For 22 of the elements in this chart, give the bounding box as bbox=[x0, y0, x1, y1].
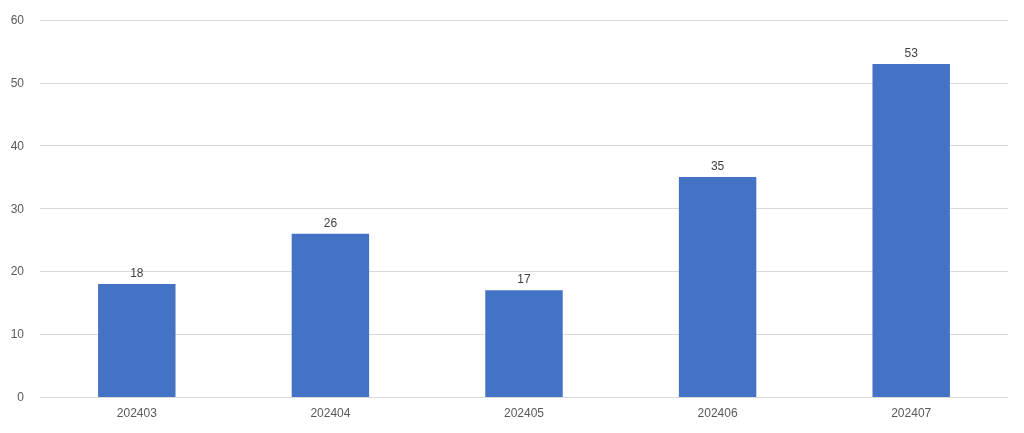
y-tick-label: 50 bbox=[10, 75, 25, 90]
y-tick-label: 30 bbox=[10, 201, 25, 216]
data-label: 18 bbox=[130, 265, 144, 280]
y-tick-label: 0 bbox=[17, 390, 25, 404]
data-label: 26 bbox=[323, 215, 338, 230]
x-tick-label: 202404 bbox=[310, 406, 351, 420]
x-tick-label: 202407 bbox=[891, 406, 932, 420]
bar bbox=[291, 233, 370, 397]
y-tick-label: 10 bbox=[10, 327, 25, 342]
bar bbox=[485, 290, 563, 397]
data-label: 35 bbox=[710, 159, 725, 174]
bar bbox=[678, 177, 757, 397]
data-label: 53 bbox=[904, 45, 919, 60]
data-label: 17 bbox=[517, 272, 531, 287]
y-tick-label: 40 bbox=[10, 138, 25, 153]
bar bbox=[872, 63, 950, 397]
bar bbox=[98, 283, 176, 397]
y-tick-label: 20 bbox=[10, 264, 25, 279]
x-tick-label: 202406 bbox=[697, 406, 738, 420]
x-tick-label: 202405 bbox=[503, 406, 545, 420]
x-tick-label: 202403 bbox=[116, 406, 158, 420]
y-tick-label: 60 bbox=[10, 13, 25, 27]
